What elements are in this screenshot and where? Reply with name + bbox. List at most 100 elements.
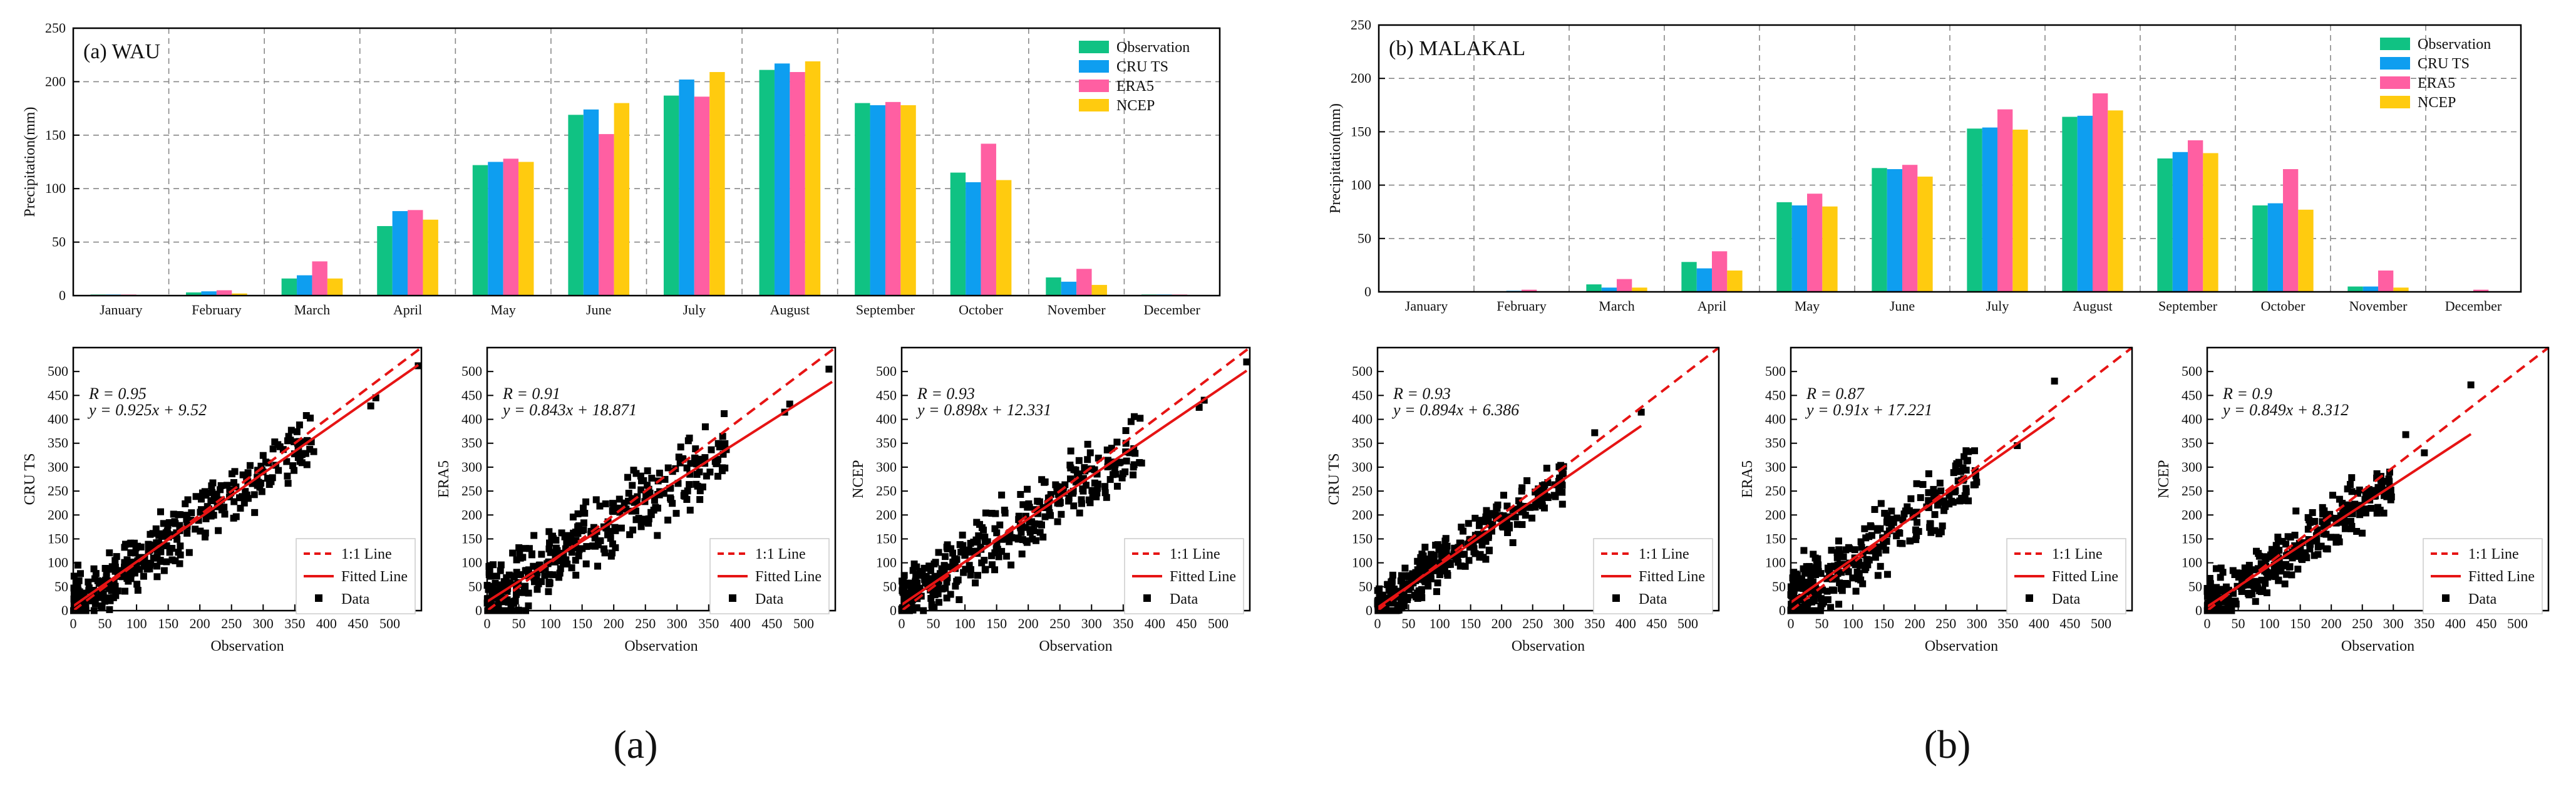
data-point xyxy=(1536,495,1543,503)
data-point xyxy=(269,474,276,482)
data-point xyxy=(1122,440,1130,447)
data-point xyxy=(1517,502,1524,510)
data-point xyxy=(545,528,553,535)
data-point xyxy=(2348,474,2356,482)
data-point xyxy=(114,587,121,595)
data-point xyxy=(1408,576,1415,584)
data-point xyxy=(289,462,297,470)
data-point xyxy=(1398,577,1406,584)
one-to-one-line xyxy=(2206,346,2550,612)
data-point xyxy=(1106,476,1114,483)
data-point xyxy=(258,488,265,495)
data-point xyxy=(602,500,609,507)
y-tick-label: 100 xyxy=(1351,177,1371,193)
data-point xyxy=(293,428,301,435)
legend-swatch xyxy=(2380,76,2410,89)
data-point xyxy=(1446,561,1454,568)
data-point xyxy=(115,567,123,574)
data-point xyxy=(1001,535,1008,542)
data-point xyxy=(2332,534,2340,541)
data-point xyxy=(1843,566,1850,573)
equation-annotation: y = 0.898x + 12.331 xyxy=(915,401,1051,419)
data-point xyxy=(632,507,639,515)
data-point xyxy=(1461,551,1468,558)
bar-ncep xyxy=(996,180,1012,296)
data-point xyxy=(900,577,907,585)
data-point xyxy=(900,572,908,579)
y-tick-label: 400 xyxy=(461,411,482,427)
data-point xyxy=(258,467,265,474)
data-point xyxy=(1401,564,1409,572)
data-point xyxy=(1476,517,1484,525)
data-point xyxy=(204,503,211,510)
data-point xyxy=(1881,510,1888,517)
data-point xyxy=(111,582,119,590)
data-point xyxy=(959,531,966,539)
data-point xyxy=(1428,551,1435,558)
y-tick-label: 400 xyxy=(2182,411,2202,427)
data-point xyxy=(1443,549,1450,556)
data-point xyxy=(1243,358,1250,366)
data-point xyxy=(122,572,130,579)
data-point xyxy=(192,493,200,500)
data-point xyxy=(931,591,939,598)
x-tick-label: November xyxy=(1048,302,1106,318)
x-tick-label: September xyxy=(856,302,915,318)
data-point xyxy=(692,445,699,453)
data-point xyxy=(580,526,587,534)
data-point xyxy=(2291,531,2299,539)
data-point xyxy=(949,549,956,557)
data-point xyxy=(900,586,908,594)
bar-ncep xyxy=(900,105,916,296)
data-point xyxy=(708,446,715,453)
data-point xyxy=(1404,572,1411,580)
data-point xyxy=(2367,505,2375,512)
data-point xyxy=(721,410,728,417)
data-point xyxy=(686,470,694,478)
data-point xyxy=(298,459,306,467)
y-tick-label: 450 xyxy=(461,387,482,403)
bar-cru-ts xyxy=(297,275,312,296)
data-point xyxy=(556,569,564,577)
data-point xyxy=(594,562,602,570)
data-point xyxy=(130,563,137,571)
data-point xyxy=(562,545,569,552)
y-tick-label: 200 xyxy=(1352,507,1373,522)
data-point xyxy=(2354,490,2362,497)
data-point xyxy=(1425,582,1432,590)
data-point xyxy=(912,578,919,586)
y-tick-label: 0 xyxy=(2195,602,2202,618)
legend-label: NCEP xyxy=(2418,95,2456,111)
data-point xyxy=(2275,577,2282,584)
data-point xyxy=(2264,589,2271,596)
data-point xyxy=(1438,551,1445,558)
data-point xyxy=(602,524,610,532)
data-point xyxy=(2274,534,2282,541)
data-point xyxy=(2317,542,2325,550)
data-point xyxy=(131,549,139,557)
data-point xyxy=(2244,581,2252,589)
x-tick-label: November xyxy=(2349,298,2408,314)
data-point xyxy=(2322,545,2330,552)
data-point xyxy=(291,450,298,458)
data-point xyxy=(2292,507,2300,515)
data-point xyxy=(510,597,518,605)
y-tick-label: 400 xyxy=(1352,411,1373,427)
data-point xyxy=(1061,481,1069,489)
data-point xyxy=(503,596,511,604)
data-point xyxy=(930,604,938,611)
x-tick-label: 0 xyxy=(484,616,491,631)
data-point xyxy=(625,497,632,505)
data-point xyxy=(1452,556,1460,563)
x-tick-label: October xyxy=(2261,298,2306,314)
data-point xyxy=(1833,574,1840,582)
data-point xyxy=(1414,569,1422,576)
data-point xyxy=(1503,502,1511,510)
legend-label: 1:1 Line xyxy=(1639,546,1689,562)
y-tick-label: 300 xyxy=(1352,459,1373,475)
data-point xyxy=(512,591,520,598)
data-point xyxy=(105,566,113,573)
data-point xyxy=(177,542,184,550)
data-point xyxy=(1818,600,1826,608)
x-tick-label: January xyxy=(1405,298,1448,314)
